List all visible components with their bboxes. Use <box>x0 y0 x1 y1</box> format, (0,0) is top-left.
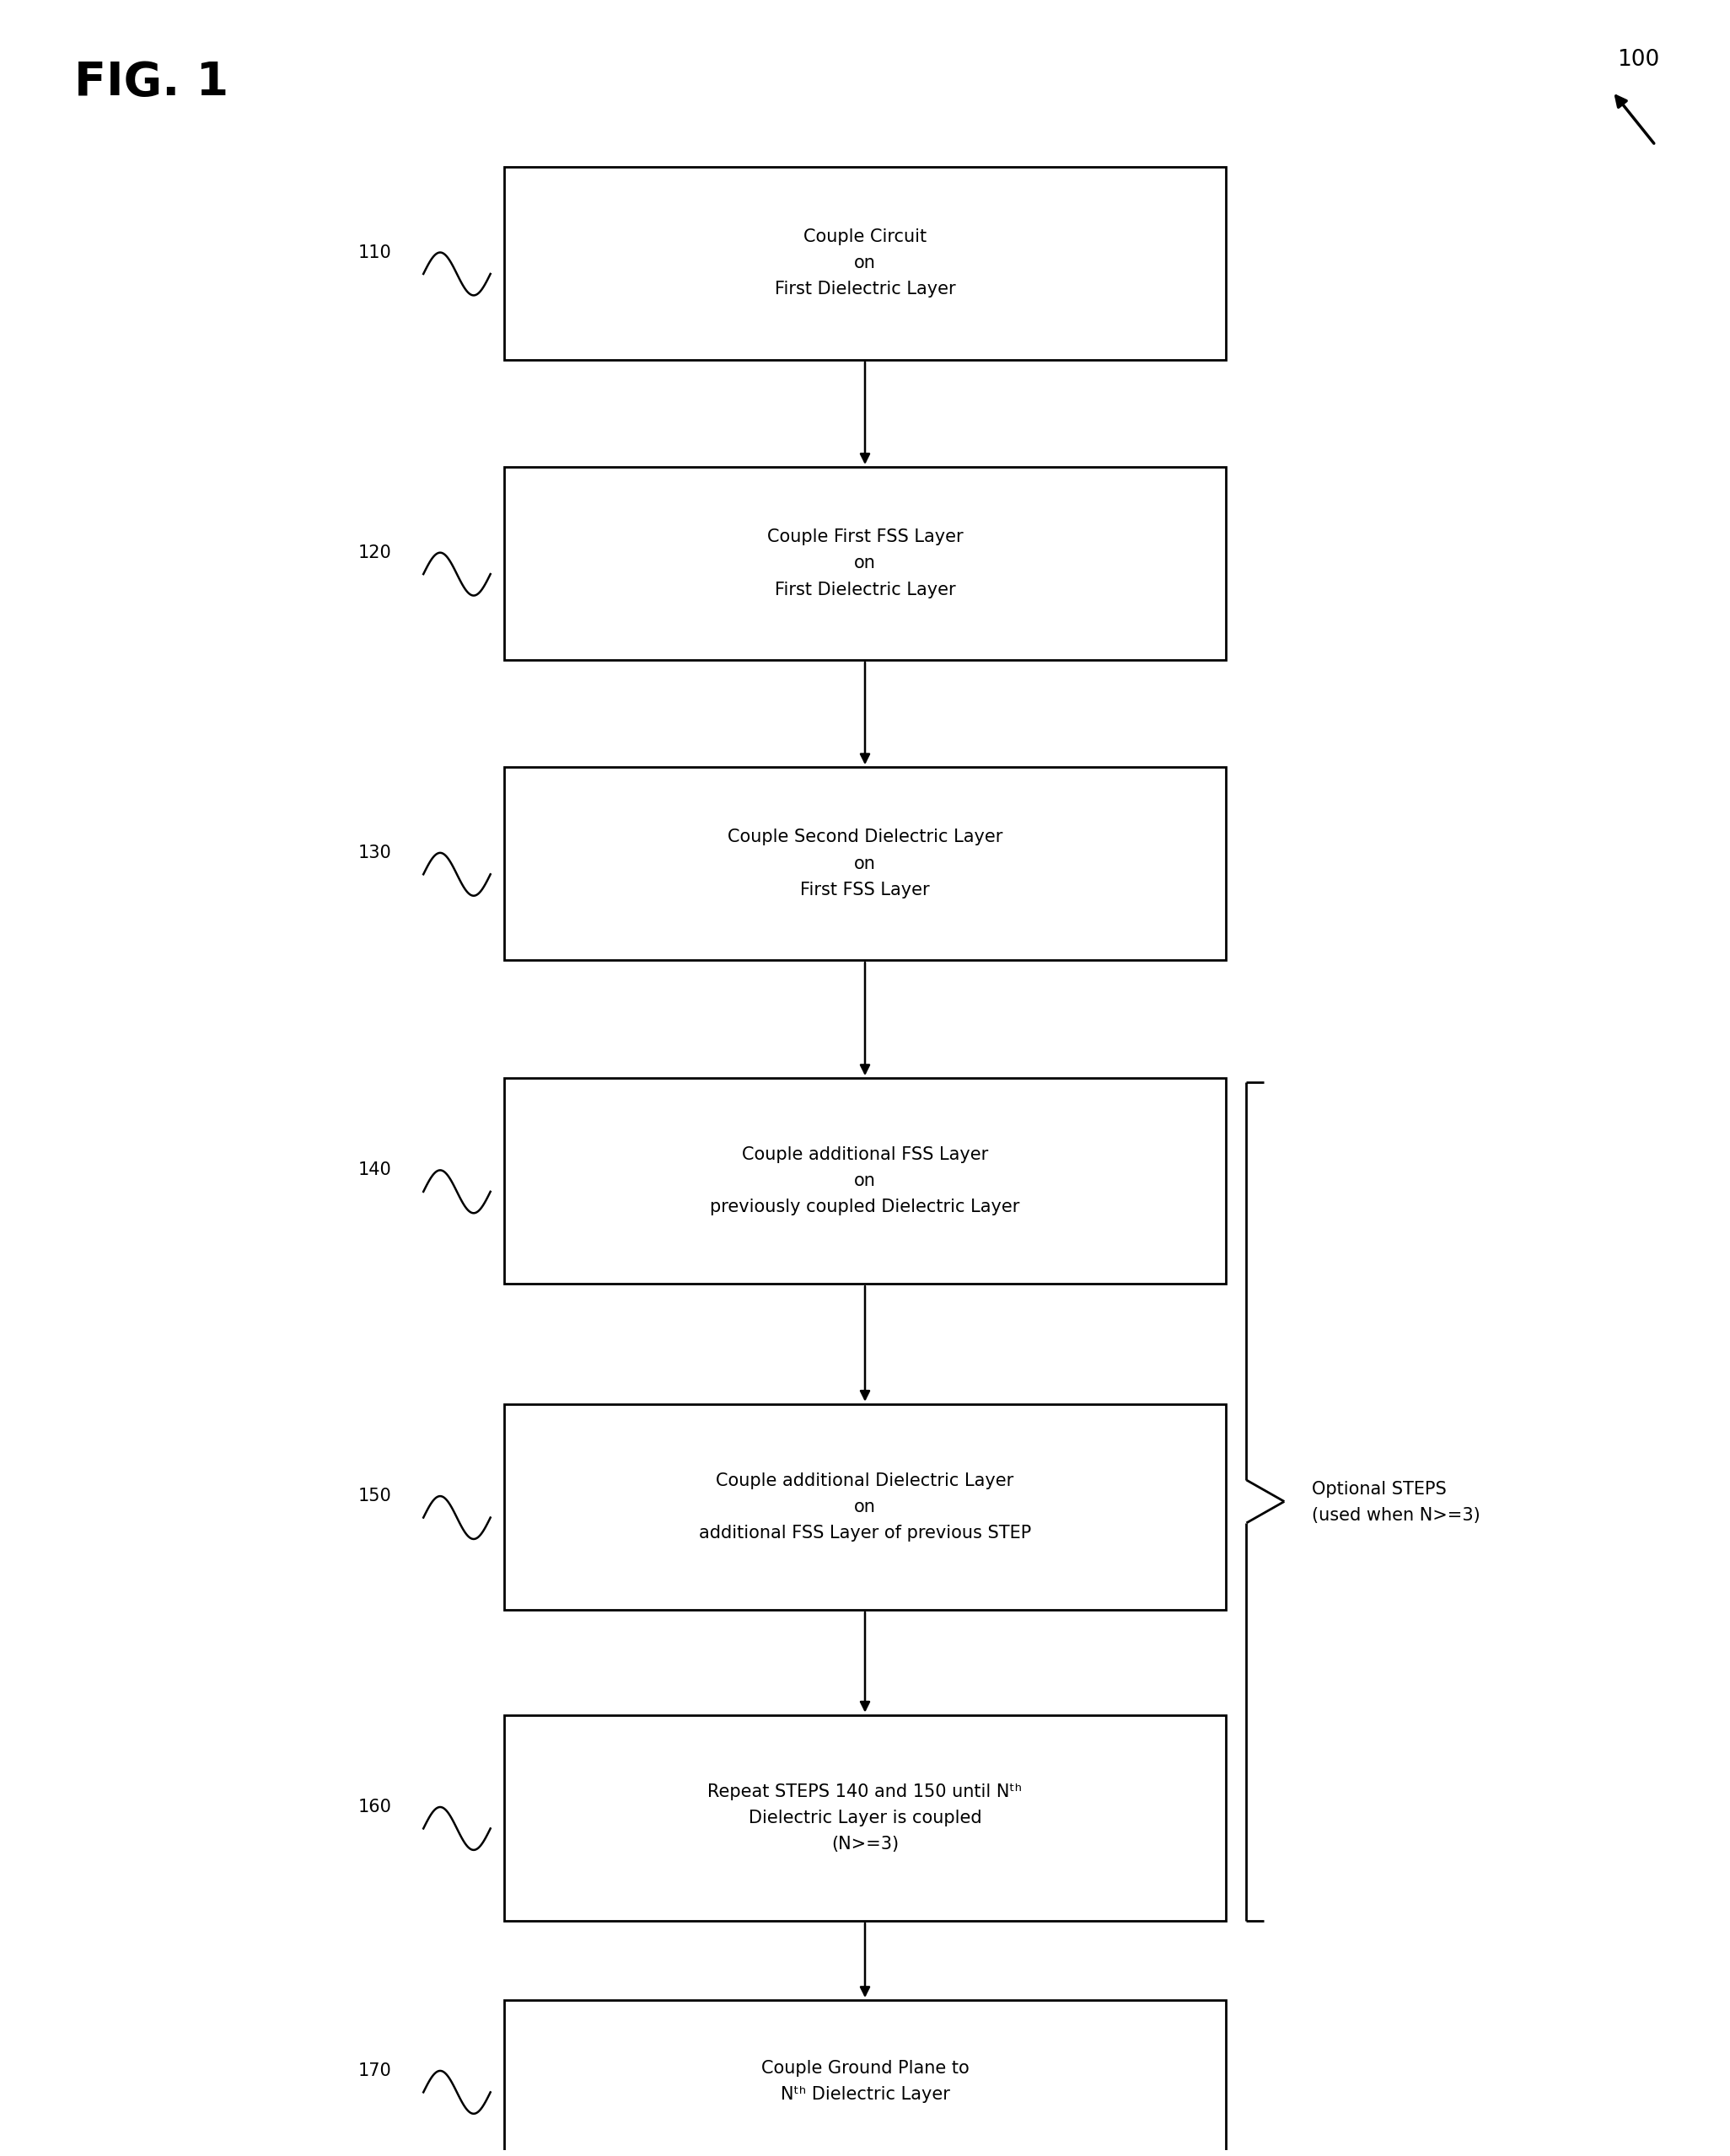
Text: 120: 120 <box>358 543 391 561</box>
FancyBboxPatch shape <box>503 2001 1227 2156</box>
Text: Couple Second Dielectric Layer
on
First FSS Layer: Couple Second Dielectric Layer on First … <box>727 828 1003 899</box>
Text: Repeat STEPS 140 and 150 until Nᵗʰ
Dielectric Layer is coupled
(N>=3): Repeat STEPS 140 and 150 until Nᵗʰ Diele… <box>708 1783 1022 1852</box>
Text: Couple additional Dielectric Layer
on
additional FSS Layer of previous STEP: Couple additional Dielectric Layer on ad… <box>699 1473 1031 1542</box>
Text: 110: 110 <box>358 244 391 261</box>
FancyBboxPatch shape <box>503 1714 1227 1921</box>
Text: 140: 140 <box>358 1162 391 1179</box>
Text: Couple Ground Plane to
Nᵗʰ Dielectric Layer: Couple Ground Plane to Nᵗʰ Dielectric La… <box>761 2059 969 2102</box>
Text: FIG. 1: FIG. 1 <box>74 60 228 106</box>
FancyBboxPatch shape <box>503 1404 1227 1611</box>
Text: 150: 150 <box>358 1488 391 1505</box>
Text: 170: 170 <box>358 2063 391 2078</box>
Text: 160: 160 <box>358 1798 391 1815</box>
Text: Couple Circuit
on
First Dielectric Layer: Couple Circuit on First Dielectric Layer <box>775 229 955 298</box>
Text: Optional STEPS
(used when N>=3): Optional STEPS (used when N>=3) <box>1311 1481 1481 1524</box>
FancyBboxPatch shape <box>503 1078 1227 1283</box>
FancyBboxPatch shape <box>503 468 1227 660</box>
Text: Couple additional FSS Layer
on
previously coupled Dielectric Layer: Couple additional FSS Layer on previousl… <box>709 1147 1021 1216</box>
Text: 130: 130 <box>358 845 391 860</box>
FancyBboxPatch shape <box>503 768 1227 959</box>
Text: 100: 100 <box>1618 50 1659 71</box>
Text: Couple First FSS Layer
on
First Dielectric Layer: Couple First FSS Layer on First Dielectr… <box>766 528 964 597</box>
FancyBboxPatch shape <box>503 166 1227 360</box>
